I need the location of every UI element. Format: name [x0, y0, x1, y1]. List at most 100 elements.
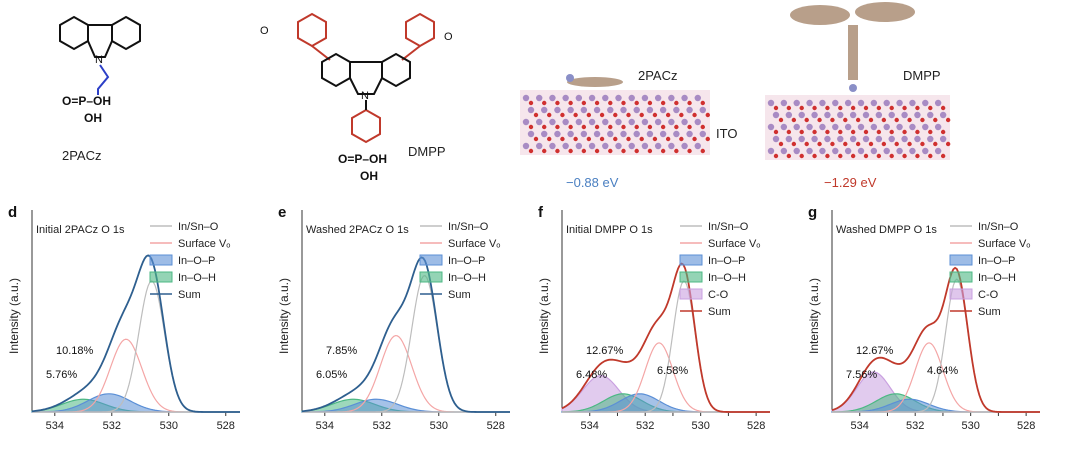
- ito-oxygen-atom: [665, 136, 671, 142]
- ito-oxygen-atom: [555, 148, 560, 154]
- ito-oxygen-atom: [915, 105, 920, 111]
- xps-chart-g: g 534 532 530 528 Intensity (a.u.) Washed DMPP…: [807, 204, 1040, 432]
- ito-oxygen-atom: [608, 100, 613, 106]
- chart-title: Initial DMPP O 1s: [566, 224, 653, 236]
- sum-curve: [831, 266, 1040, 413]
- svg-text:O: O: [260, 25, 269, 37]
- ito-oxygen-atom: [573, 112, 578, 118]
- ito-oxygen-atom: [799, 129, 804, 135]
- ito-oxygen-atom: [804, 117, 809, 123]
- ito-indium-atom: [580, 106, 588, 114]
- ito-indium-atom: [767, 123, 775, 131]
- ito-oxygen-atom: [876, 153, 882, 159]
- energy-dmpp: −1.29 eV: [824, 175, 877, 190]
- ito-oxygen-atom: [674, 100, 679, 106]
- ito-indium-atom: [939, 135, 947, 143]
- ito-indium-atom: [633, 106, 640, 114]
- ito-oxygen-atom: [889, 129, 894, 135]
- ito-oxygen-atom: [547, 136, 552, 142]
- ito-indium-atom: [785, 135, 793, 143]
- ito-indium-atom: [522, 94, 530, 102]
- energy-2pacz: −0.88 eV: [566, 175, 619, 190]
- ito-indium-atom: [927, 111, 934, 119]
- legend-label: In/Sn–O: [178, 221, 219, 233]
- ito-oxygen-atom: [568, 100, 573, 106]
- ito-indium-atom: [901, 135, 908, 143]
- legend-swatch: [149, 271, 173, 283]
- ito-oxygen-atom: [881, 117, 887, 123]
- ito-oxygen-atom: [581, 124, 587, 130]
- ito-indium-atom: [686, 106, 693, 114]
- ito-indium-atom: [870, 147, 878, 155]
- x-tick-label: 528: [217, 420, 235, 432]
- x-tick-label: 530: [430, 420, 448, 432]
- ito-indium-atom: [934, 123, 942, 131]
- ito-indium-atom: [607, 130, 614, 138]
- ito-indium-atom: [536, 118, 543, 126]
- ito-oxygen-atom: [679, 136, 684, 142]
- ito-indium-atom: [844, 99, 852, 107]
- molecule-dmpp: O O N O=P–OH OH: [260, 12, 453, 183]
- ito-indium-atom: [883, 123, 890, 131]
- ito-oxygen-atom: [825, 105, 830, 111]
- ito-indium-atom: [694, 94, 701, 102]
- ito-indium-atom: [819, 147, 826, 155]
- xps-panel-d: d 534 532 530 528 Intensity (a.u.) Initial 2PA…: [0, 200, 255, 460]
- ito-oxygen-atom: [573, 136, 578, 142]
- legend-swatch: [949, 271, 973, 283]
- ito-indium-atom: [641, 118, 649, 126]
- ito-oxygen-atom: [560, 136, 565, 142]
- ito-oxygen-atom: [647, 100, 653, 106]
- ito-indium-atom: [607, 106, 614, 114]
- ito-oxygen-atom: [889, 153, 894, 159]
- ito-indium-atom: [862, 135, 870, 143]
- ito-indium-atom: [699, 106, 706, 114]
- ito-indium-atom: [785, 111, 793, 119]
- svg-text:O: O: [444, 31, 453, 43]
- ito-oxygen-atom: [594, 100, 600, 106]
- xps-chart-d: d 534 532 530 528 Intensity (a.u.) Initial 2PA…: [7, 204, 240, 432]
- percent-annotation: 12.67%: [586, 345, 624, 357]
- ito-indium-atom: [780, 123, 788, 131]
- molecule-2pacz: N O=P–OH OH: [59, 15, 141, 125]
- ito-indium-atom: [575, 118, 583, 126]
- ito-oxygen-atom: [528, 100, 534, 106]
- ito-indium-atom: [549, 118, 556, 126]
- ito-oxygen-atom: [928, 153, 933, 159]
- ito-indium-atom: [602, 94, 609, 102]
- svg-text:O=P–OH: O=P–OH: [338, 152, 387, 166]
- ito-oxygen-atom: [639, 136, 644, 142]
- ito-indium-atom: [522, 118, 530, 126]
- x-tick-label: 528: [487, 420, 505, 432]
- ito-oxygen-atom: [863, 105, 869, 111]
- ito-oxygen-atom: [920, 141, 925, 147]
- ito-indium-atom: [811, 135, 818, 143]
- ito-oxygen-atom: [786, 153, 792, 159]
- ito-indium-atom: [811, 111, 818, 119]
- ito-oxygen-atom: [773, 105, 779, 111]
- ito-indium-atom: [767, 99, 775, 107]
- ito-oxygen-atom: [660, 100, 666, 106]
- ito-oxygen-atom: [568, 124, 573, 130]
- ito-indium-atom: [849, 135, 857, 143]
- ito-oxygen-atom: [894, 141, 899, 147]
- ito-indium-atom: [862, 111, 870, 119]
- x-tick-label: 530: [961, 420, 979, 432]
- chart-title: Washed 2PACz O 1s: [306, 224, 409, 236]
- ito-oxygen-atom: [560, 112, 565, 118]
- ito-indium-atom: [832, 123, 839, 131]
- ito-oxygen-atom: [547, 112, 552, 118]
- panel-letter: e: [278, 204, 286, 221]
- x-tick-label: 530: [691, 420, 709, 432]
- xps-chart-f: f 534 532 530 528 Intensity (a.u.) Initial DMP…: [537, 204, 770, 432]
- legend-swatch: [149, 254, 173, 266]
- ito-indium-atom: [844, 147, 852, 155]
- chart-title: Washed DMPP O 1s: [836, 224, 937, 236]
- ito-oxygen-atom: [674, 124, 679, 130]
- legend-swatch: [949, 254, 973, 266]
- x-tick-label: 534: [316, 420, 334, 432]
- ito-indium-atom: [686, 130, 693, 138]
- y-axis-label: Intensity (a.u.): [807, 278, 821, 354]
- ito-indium-atom: [934, 99, 942, 107]
- ito-oxygen-atom: [634, 124, 639, 130]
